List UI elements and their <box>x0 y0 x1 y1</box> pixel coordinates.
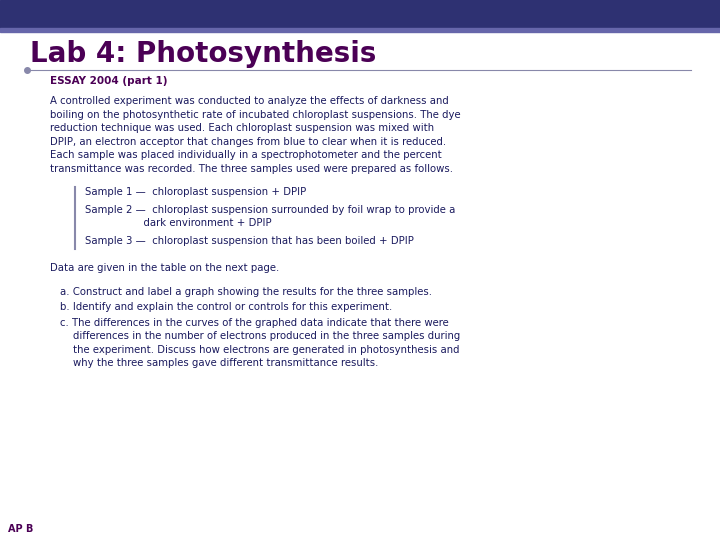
Text: a. Construct and label a graph showing the results for the three samples.: a. Construct and label a graph showing t… <box>60 287 432 297</box>
Text: Sample 2 —  chloroplast suspension surrounded by foil wrap to provide a: Sample 2 — chloroplast suspension surrou… <box>85 205 455 215</box>
Bar <box>0 28 720 32</box>
Text: b. Identify and explain the control or controls for this experiment.: b. Identify and explain the control or c… <box>60 302 392 313</box>
Text: Sample 1 —  chloroplast suspension + DPIP: Sample 1 — chloroplast suspension + DPIP <box>85 187 306 198</box>
Text: DPIP, an electron acceptor that changes from blue to clear when it is reduced.: DPIP, an electron acceptor that changes … <box>50 137 446 147</box>
Text: Sample 3 —  chloroplast suspension that has been boiled + DPIP: Sample 3 — chloroplast suspension that h… <box>85 236 414 246</box>
Text: differences in the number of electrons produced in the three samples during: differences in the number of electrons p… <box>60 332 460 341</box>
Text: boiling on the photosynthetic rate of incubated chloroplast suspensions. The dye: boiling on the photosynthetic rate of in… <box>50 110 461 120</box>
Text: AP B: AP B <box>8 524 33 534</box>
Text: reduction technique was used. Each chloroplast suspension was mixed with: reduction technique was used. Each chlor… <box>50 124 434 133</box>
Text: A controlled experiment was conducted to analyze the effects of darkness and: A controlled experiment was conducted to… <box>50 97 449 106</box>
Text: c. The differences in the curves of the graphed data indicate that there were: c. The differences in the curves of the … <box>60 318 449 328</box>
Text: the experiment. Discuss how electrons are generated in photosynthesis and: the experiment. Discuss how electrons ar… <box>60 345 459 355</box>
Text: why the three samples gave different transmittance results.: why the three samples gave different tra… <box>60 359 379 368</box>
Bar <box>0 0 720 28</box>
Text: dark environment + DPIP: dark environment + DPIP <box>85 218 271 228</box>
Text: Data are given in the table on the next page.: Data are given in the table on the next … <box>50 264 279 273</box>
Text: Lab 4: Photosynthesis: Lab 4: Photosynthesis <box>30 40 377 69</box>
Text: Each sample was placed individually in a spectrophotometer and the percent: Each sample was placed individually in a… <box>50 151 442 160</box>
Text: transmittance was recorded. The three samples used were prepared as follows.: transmittance was recorded. The three sa… <box>50 164 453 174</box>
Text: ESSAY 2004 (part 1): ESSAY 2004 (part 1) <box>50 76 168 86</box>
